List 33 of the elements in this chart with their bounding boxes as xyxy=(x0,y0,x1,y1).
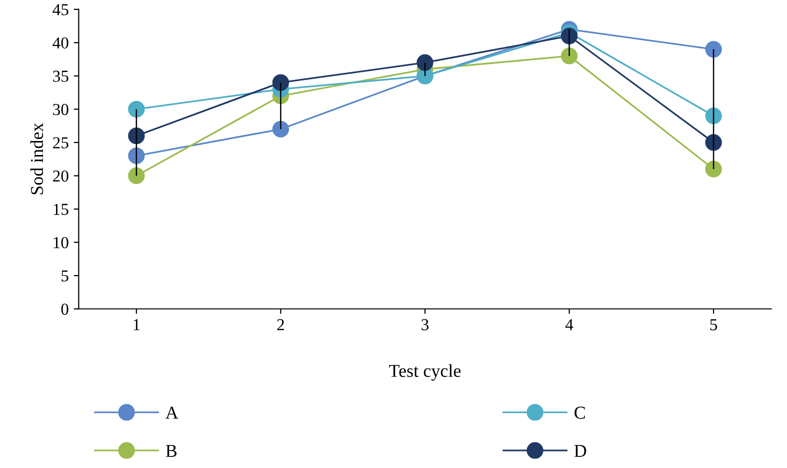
y-tick-label: 30 xyxy=(53,104,68,116)
y-axis-title: Sod index xyxy=(30,122,44,194)
point xyxy=(705,108,722,124)
point xyxy=(128,167,145,184)
point xyxy=(560,48,578,64)
point xyxy=(272,74,290,91)
y-tick-label: 40 xyxy=(52,37,68,49)
legend-label: A xyxy=(166,406,178,419)
x-axis-title: Test cycle xyxy=(389,364,461,381)
y-tick-label: 35 xyxy=(53,70,68,82)
point xyxy=(128,147,145,164)
y-tick-label: 10 xyxy=(54,237,68,248)
point xyxy=(705,40,722,58)
x-tick-label: 3 xyxy=(422,319,428,330)
y-tick-label: 5 xyxy=(62,270,68,282)
point xyxy=(705,134,722,151)
y-tick-label: 0 xyxy=(61,304,68,315)
x-tick-label: 1 xyxy=(134,319,140,330)
point xyxy=(272,120,290,138)
legend-label: C xyxy=(574,406,585,419)
point xyxy=(416,54,434,71)
y-tick-label: 15 xyxy=(54,204,68,215)
x-tick-label: 4 xyxy=(565,319,574,330)
point xyxy=(705,160,722,178)
y-tick-label: 25 xyxy=(53,137,68,148)
legend-label: D xyxy=(574,444,586,457)
point xyxy=(128,127,145,144)
x-tick-label: 5 xyxy=(710,319,718,330)
x-tick-label: 2 xyxy=(277,319,284,330)
point xyxy=(128,100,145,118)
y-tick-label: 45 xyxy=(52,4,68,16)
legend-label: B xyxy=(166,444,177,457)
y-tick-label: 20 xyxy=(53,170,68,182)
